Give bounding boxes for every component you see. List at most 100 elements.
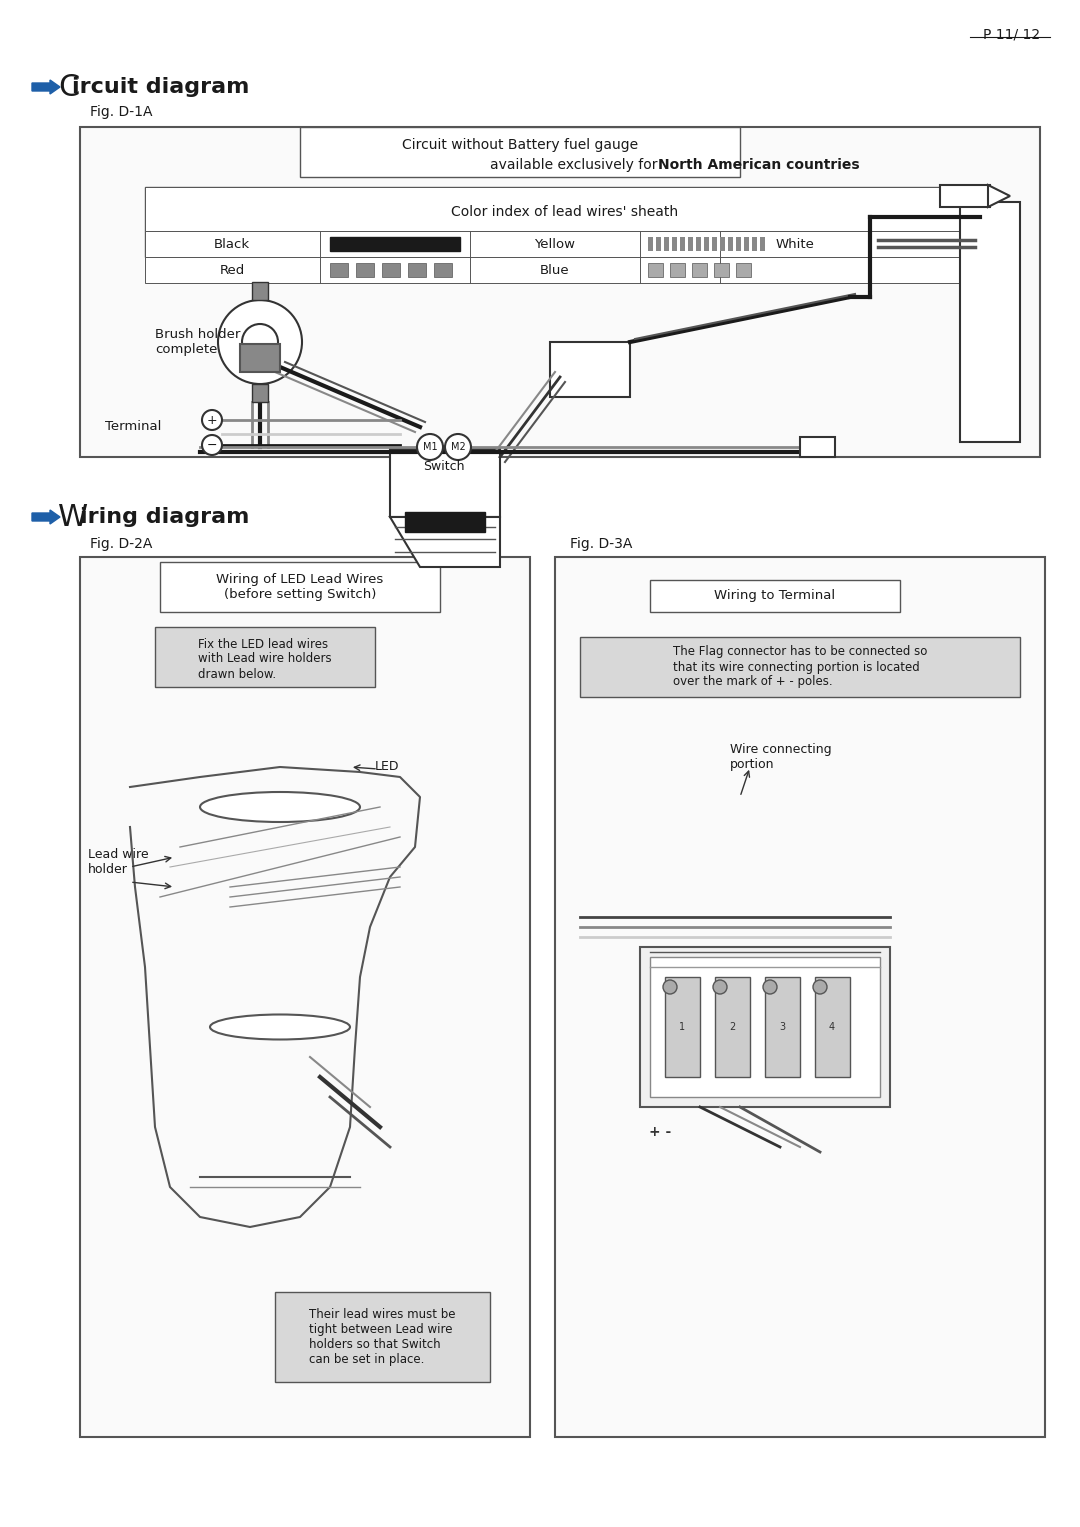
Text: Blue: Blue [540,264,570,276]
Bar [408,263,426,276]
Bar [648,237,653,250]
Text: iring diagram: iring diagram [80,507,249,527]
Text: LED: LED [954,189,978,203]
Text: Terminal: Terminal [105,420,161,434]
Bar [240,344,280,373]
Bar [670,263,685,276]
Bar [80,557,530,1437]
Circle shape [417,434,443,460]
Bar [680,237,685,250]
Ellipse shape [200,793,360,822]
Bar [156,628,375,687]
Text: 2: 2 [729,1022,735,1032]
Text: Black: Black [214,238,251,250]
Text: LED: LED [375,760,400,774]
Text: FET: FET [575,362,606,377]
Text: Fix the LED lead wires
with Lead wire holders
drawn below.: Fix the LED lead wires with Lead wire ho… [199,637,332,681]
Circle shape [713,980,727,994]
Text: M1: M1 [422,441,437,452]
Text: 1: 1 [679,1022,685,1032]
Text: P 11/ 12: P 11/ 12 [983,27,1040,41]
Text: Fig. D-1A: Fig. D-1A [90,105,152,119]
Text: Fig. D-2A: Fig. D-2A [90,538,152,551]
Text: 4: 4 [829,1022,835,1032]
Text: Their lead wires must be
tight between Lead wire
holders so that Switch
can be s: Their lead wires must be tight between L… [309,1309,456,1367]
Bar [715,977,750,1077]
Circle shape [218,299,302,383]
Bar [160,562,440,612]
Bar [696,237,701,250]
Bar [735,263,751,276]
Bar [145,186,985,231]
Bar [580,637,1020,696]
Text: Brush holder
complete: Brush holder complete [156,328,241,356]
Bar [672,237,677,250]
Bar [300,127,740,177]
Bar [550,342,630,397]
Bar [145,231,985,257]
Text: North American countries: North American countries [658,157,860,173]
Text: The Flag connector has to be connected so
that its wire connecting portion is lo: The Flag connector has to be connected s… [673,646,928,689]
Bar [120,757,470,1248]
Text: Lead wire
holder: Lead wire holder [87,847,149,876]
Text: + -: + - [649,1125,671,1139]
Text: Fig. D-3A: Fig. D-3A [570,538,633,551]
Text: Yellow: Yellow [535,238,576,250]
Bar [714,263,729,276]
Circle shape [445,434,471,460]
Bar [650,957,880,1096]
Text: White: White [775,238,814,250]
Bar [80,127,1040,457]
Bar [650,580,900,612]
Text: +: + [206,414,217,426]
Text: available exclusively for: available exclusively for [490,157,662,173]
Bar [688,237,693,250]
Bar [145,257,985,282]
Bar [815,977,850,1077]
Bar [940,185,990,208]
Text: M2: M2 [450,441,465,452]
Text: Wire connecting
portion: Wire connecting portion [730,744,832,771]
Bar [760,237,765,250]
FancyArrow shape [32,510,60,524]
Bar [640,947,890,1107]
Text: Red: Red [219,264,245,276]
Text: W: W [58,502,89,531]
Bar [405,512,485,531]
Circle shape [762,980,777,994]
Bar [728,237,733,250]
Bar [252,383,268,402]
Bar [665,977,700,1077]
Bar [744,237,750,250]
Circle shape [813,980,827,994]
Bar [555,557,1045,1437]
Text: Wiring of LED Lead Wires
(before setting Switch): Wiring of LED Lead Wires (before setting… [216,573,383,602]
Text: ircuit diagram: ircuit diagram [72,76,249,98]
Text: C: C [58,72,79,101]
Bar [330,263,348,276]
Bar [145,186,985,257]
Ellipse shape [210,1014,350,1040]
Bar [960,202,1020,441]
Bar [735,237,741,250]
Circle shape [202,435,222,455]
Polygon shape [390,518,500,567]
Bar [765,977,800,1077]
Bar [752,237,757,250]
Bar [356,263,374,276]
FancyArrow shape [32,79,60,95]
Bar [704,237,708,250]
Bar [712,237,717,250]
Circle shape [663,980,677,994]
Text: 3: 3 [779,1022,785,1032]
Text: Wiring to Terminal: Wiring to Terminal [715,589,836,603]
Bar [648,263,663,276]
Bar [390,449,500,518]
Text: Circuit without Battery fuel gauge: Circuit without Battery fuel gauge [402,137,638,153]
Bar [800,437,835,457]
Text: Switch: Switch [423,461,464,473]
Bar [330,237,460,250]
Text: −: − [206,438,217,452]
Bar [382,263,400,276]
Bar [720,237,725,250]
